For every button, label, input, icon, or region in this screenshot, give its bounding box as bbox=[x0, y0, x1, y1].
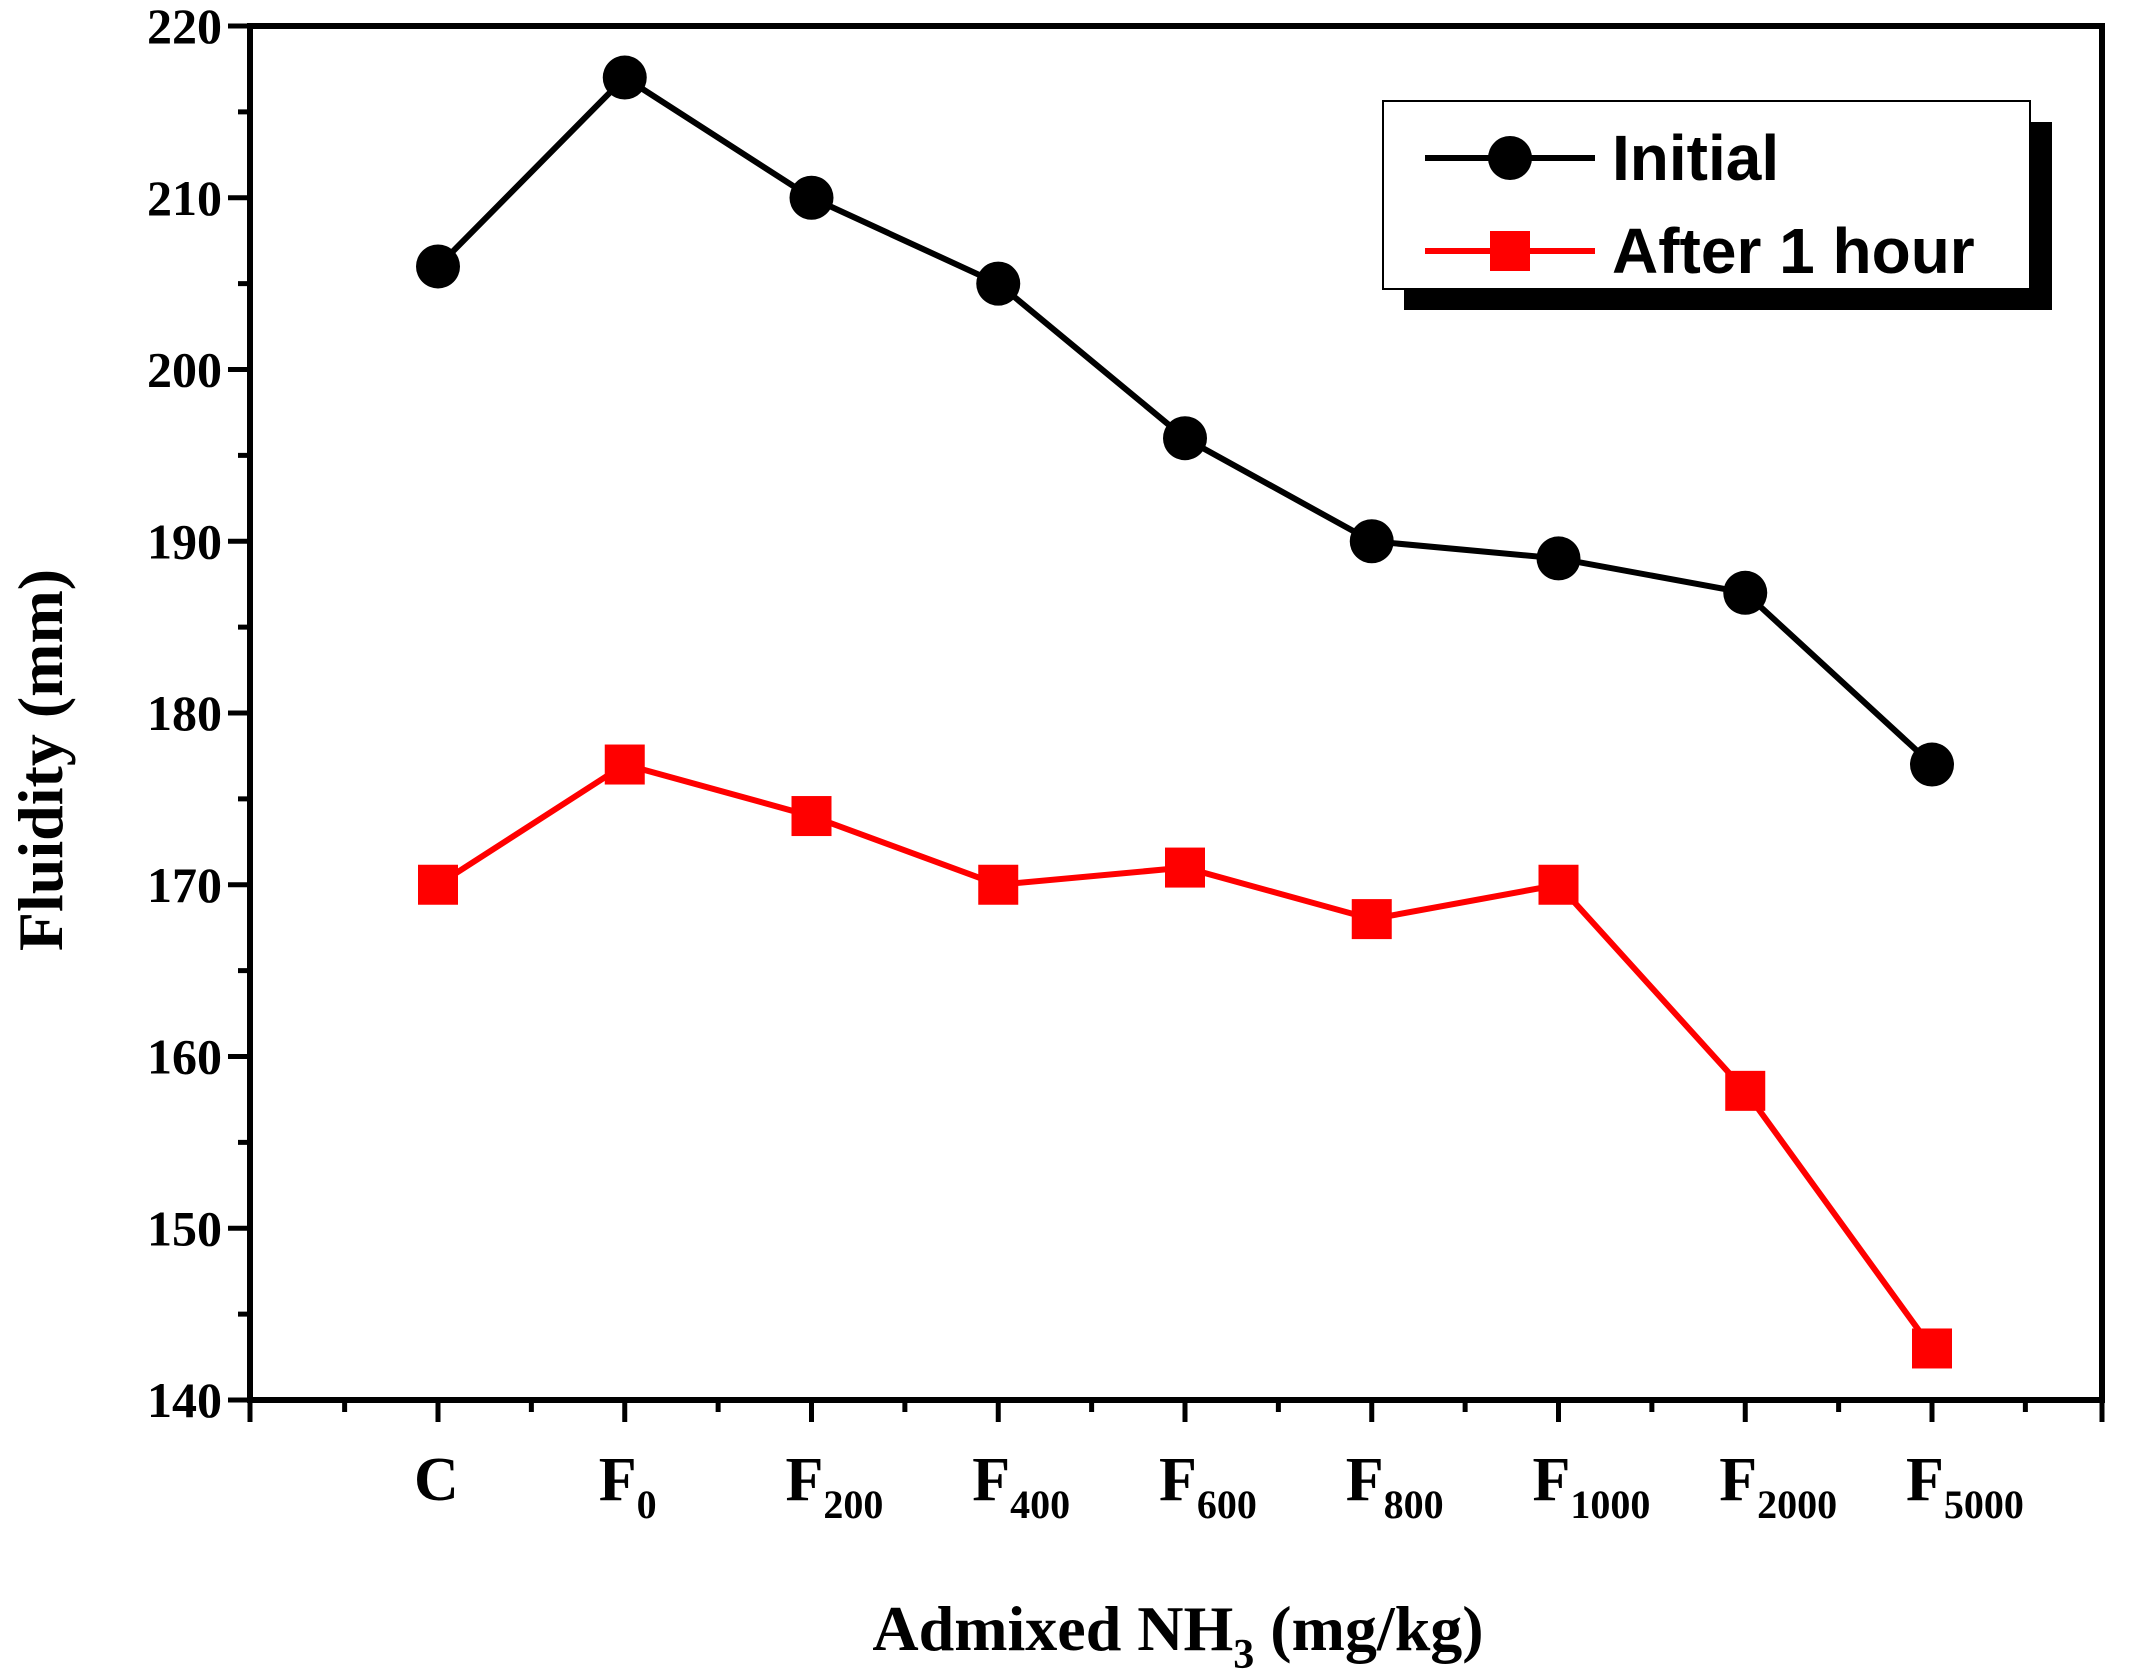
x-tick-label: F5000 bbox=[1906, 1446, 2024, 1527]
legend-after-label: After 1 hour bbox=[1612, 215, 1975, 287]
data-point-after-1-hour bbox=[791, 796, 832, 837]
series-after-1-hour bbox=[418, 744, 1952, 1369]
data-point-after-1-hour bbox=[978, 864, 1019, 905]
y-axis-title: Fluidity (mm) bbox=[5, 569, 76, 951]
x-tick-label: F200 bbox=[786, 1446, 884, 1527]
x-axis: C F0 F200 F400 F600 F800 F1000 F2000 F5000 bbox=[247, 1400, 2105, 1527]
x-tick-label: F0 bbox=[599, 1446, 657, 1527]
data-point-after-1-hour bbox=[1538, 864, 1579, 905]
data-point-initial bbox=[1536, 536, 1581, 581]
x-tick-label: C bbox=[414, 1446, 459, 1514]
data-point-initial bbox=[1163, 416, 1207, 461]
x-tick-label: F400 bbox=[972, 1446, 1070, 1527]
y-tick-label: 180 bbox=[147, 685, 222, 741]
legend-initial-marker bbox=[1488, 136, 1532, 180]
y-tick-label: 170 bbox=[147, 857, 222, 913]
data-point-after-1-hour bbox=[604, 744, 645, 785]
y-tick-label: 150 bbox=[147, 1200, 222, 1256]
y-tick-label: 220 bbox=[147, 0, 222, 54]
legend-after-marker bbox=[1490, 231, 1530, 271]
x-tick-label: F600 bbox=[1159, 1446, 1257, 1527]
data-point-after-1-hour bbox=[1165, 847, 1205, 888]
y-tick-label: 160 bbox=[147, 1029, 222, 1085]
data-point-after-1-hour bbox=[1725, 1070, 1766, 1111]
legend-item-after-1-hour: After 1 hour bbox=[1425, 215, 1975, 287]
legend-item-initial: Initial bbox=[1425, 122, 1779, 194]
x-tick-label: F2000 bbox=[1719, 1446, 1837, 1527]
series-layer bbox=[416, 55, 1954, 1369]
data-point-after-1-hour bbox=[1351, 899, 1392, 940]
data-point-after-1-hour bbox=[418, 864, 458, 905]
legend: Initial After 1 hour bbox=[1382, 100, 2052, 310]
data-point-initial bbox=[602, 55, 647, 100]
data-point-initial bbox=[976, 261, 1021, 306]
data-point-initial bbox=[1723, 570, 1768, 615]
data-point-initial bbox=[789, 175, 834, 220]
data-point-initial bbox=[1910, 742, 1954, 787]
data-point-after-1-hour bbox=[1912, 1328, 1952, 1369]
x-tick-label: F1000 bbox=[1533, 1446, 1651, 1527]
x-tick-label: F800 bbox=[1346, 1446, 1444, 1527]
y-tick-label: 140 bbox=[147, 1372, 222, 1428]
y-tick-label: 190 bbox=[147, 513, 222, 569]
y-axis: 140 150 160 170 180 190 200 210 220 bbox=[147, 0, 250, 1428]
x-axis-title: Admixed NH3 (mg/kg) bbox=[872, 1593, 1483, 1675]
y-tick-label: 210 bbox=[147, 170, 222, 226]
legend-initial-label: Initial bbox=[1612, 122, 1779, 194]
data-point-initial bbox=[1349, 519, 1394, 564]
y-tick-label: 200 bbox=[147, 342, 222, 398]
data-point-initial bbox=[416, 244, 460, 289]
series-initial bbox=[416, 55, 1954, 787]
